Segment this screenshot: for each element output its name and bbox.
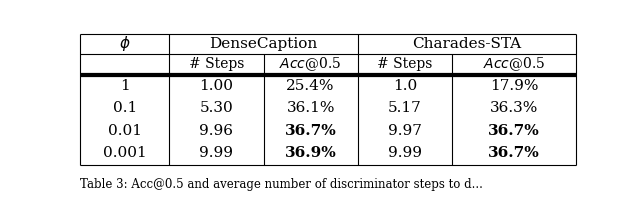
- Text: # Steps: # Steps: [377, 57, 433, 71]
- Text: 9.96: 9.96: [200, 124, 234, 138]
- Text: 36.9%: 36.9%: [285, 146, 337, 160]
- Text: 1.00: 1.00: [200, 79, 234, 93]
- Text: 9.99: 9.99: [388, 146, 422, 160]
- Text: # Steps: # Steps: [189, 57, 244, 71]
- Text: $\mathit{Acc}$@0.5: $\mathit{Acc}$@0.5: [280, 55, 342, 73]
- Text: 17.9%: 17.9%: [490, 79, 538, 93]
- Text: 0.01: 0.01: [108, 124, 141, 138]
- Text: Charades-STA: Charades-STA: [412, 37, 522, 51]
- Text: 5.17: 5.17: [388, 101, 422, 115]
- Text: 25.4%: 25.4%: [286, 79, 335, 93]
- Text: Table 3: Acc@0.5 and average number of discriminator steps to d...: Table 3: Acc@0.5 and average number of d…: [80, 178, 483, 191]
- Text: $\mathit{Acc}$@0.5: $\mathit{Acc}$@0.5: [483, 55, 545, 73]
- Text: 1.0: 1.0: [393, 79, 417, 93]
- Text: 36.3%: 36.3%: [490, 101, 538, 115]
- Text: 36.7%: 36.7%: [488, 124, 540, 138]
- Text: 0.001: 0.001: [103, 146, 147, 160]
- Text: DenseCaption: DenseCaption: [209, 37, 317, 51]
- Text: $\phi$: $\phi$: [119, 34, 131, 53]
- Text: 9.99: 9.99: [200, 146, 234, 160]
- Text: 9.97: 9.97: [388, 124, 422, 138]
- Text: 36.7%: 36.7%: [285, 124, 337, 138]
- Text: 36.7%: 36.7%: [488, 146, 540, 160]
- Text: 0.1: 0.1: [113, 101, 137, 115]
- Text: 36.1%: 36.1%: [286, 101, 335, 115]
- Text: 1: 1: [120, 79, 129, 93]
- Text: 5.30: 5.30: [200, 101, 233, 115]
